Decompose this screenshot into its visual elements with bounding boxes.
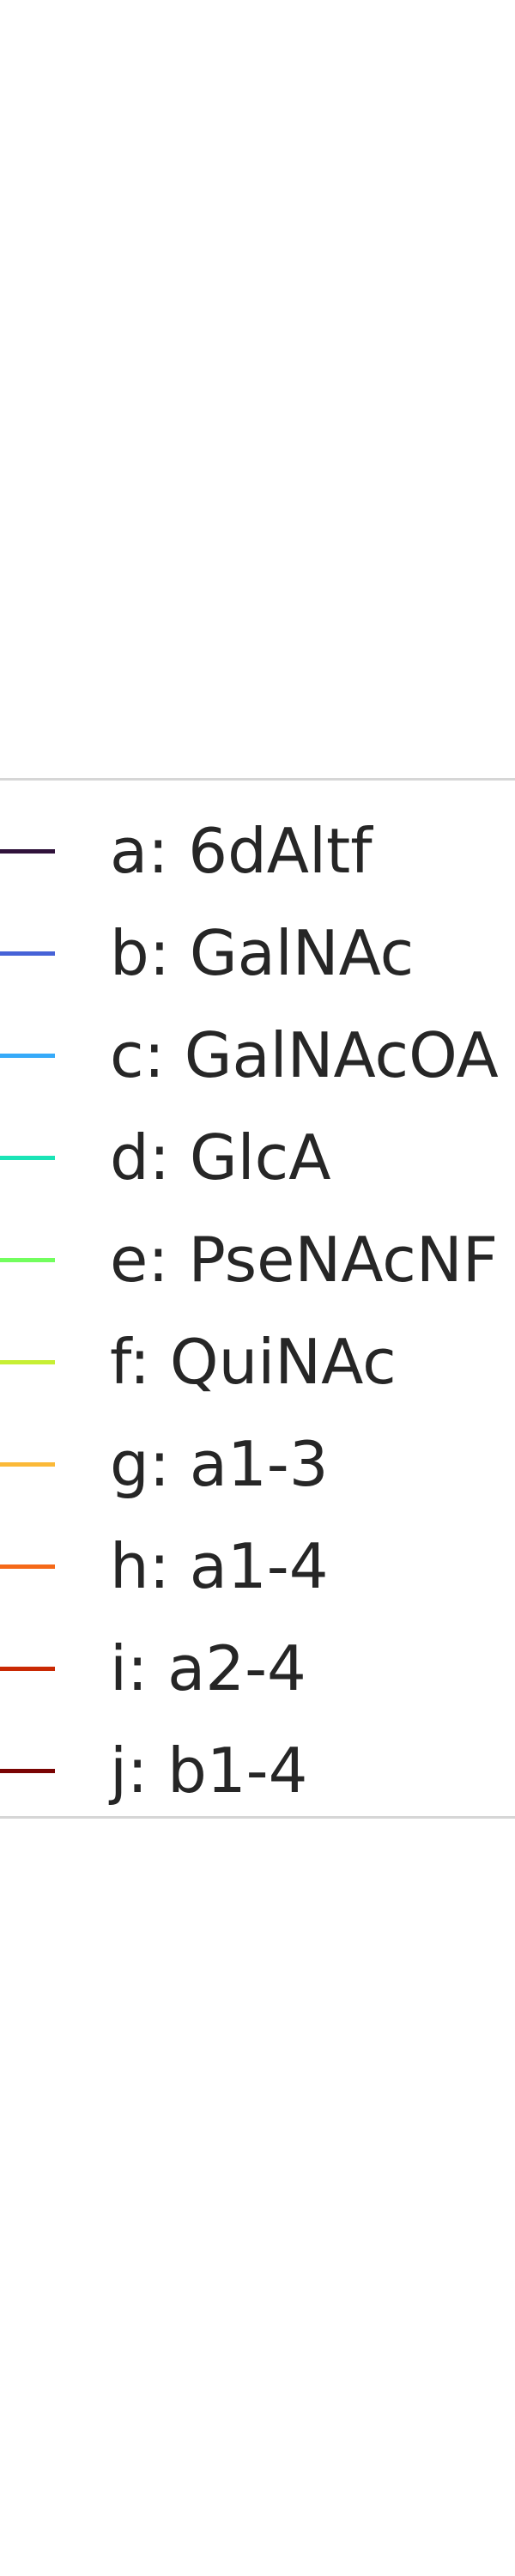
legend-entry: d: GlcA: [0, 1123, 515, 1192]
legend-entry: g: a1-3: [0, 1430, 515, 1498]
legend-swatch: [0, 951, 55, 956]
legend-label: b: GalNAc: [110, 917, 415, 989]
legend-entry: e: PseNAcNF: [0, 1225, 515, 1294]
legend-label: a: 6dAltf: [110, 815, 373, 887]
legend-swatch: [0, 1258, 55, 1262]
legend-swatch: [0, 1360, 55, 1364]
legend-swatch: [0, 1667, 55, 1671]
legend-label: f: QuiNAc: [110, 1326, 397, 1398]
legend-swatch: [0, 1769, 55, 1773]
chart-legend: a: 6dAltf b: GalNAc c: GalNAcOA d: GlcA e: P…: [0, 778, 515, 1819]
legend-label: c: GalNAcOA: [110, 1019, 499, 1091]
legend-label: g: a1-3: [110, 1428, 329, 1500]
legend-label: j: b1-4: [110, 1735, 308, 1807]
legend-swatch: [0, 1156, 55, 1160]
legend-swatch: [0, 1462, 55, 1467]
legend-label: i: a2-4: [110, 1632, 306, 1704]
legend-entry: j: b1-4: [0, 1736, 515, 1805]
legend-label: e: PseNAcNF: [110, 1224, 499, 1296]
legend-entry: b: GalNAc: [0, 919, 515, 987]
legend-swatch: [0, 1564, 55, 1569]
legend-swatch: [0, 849, 55, 854]
legend-entry: h: a1-4: [0, 1532, 515, 1601]
legend-entry: c: GalNAcOA: [0, 1021, 515, 1090]
legend-entry: i: a2-4: [0, 1634, 515, 1703]
legend-label: d: GlcA: [110, 1121, 331, 1194]
legend-label: h: a1-4: [110, 1530, 329, 1602]
legend-entry: a: 6dAltf: [0, 817, 515, 885]
legend-entry: f: QuiNAc: [0, 1327, 515, 1396]
legend-swatch: [0, 1054, 55, 1058]
